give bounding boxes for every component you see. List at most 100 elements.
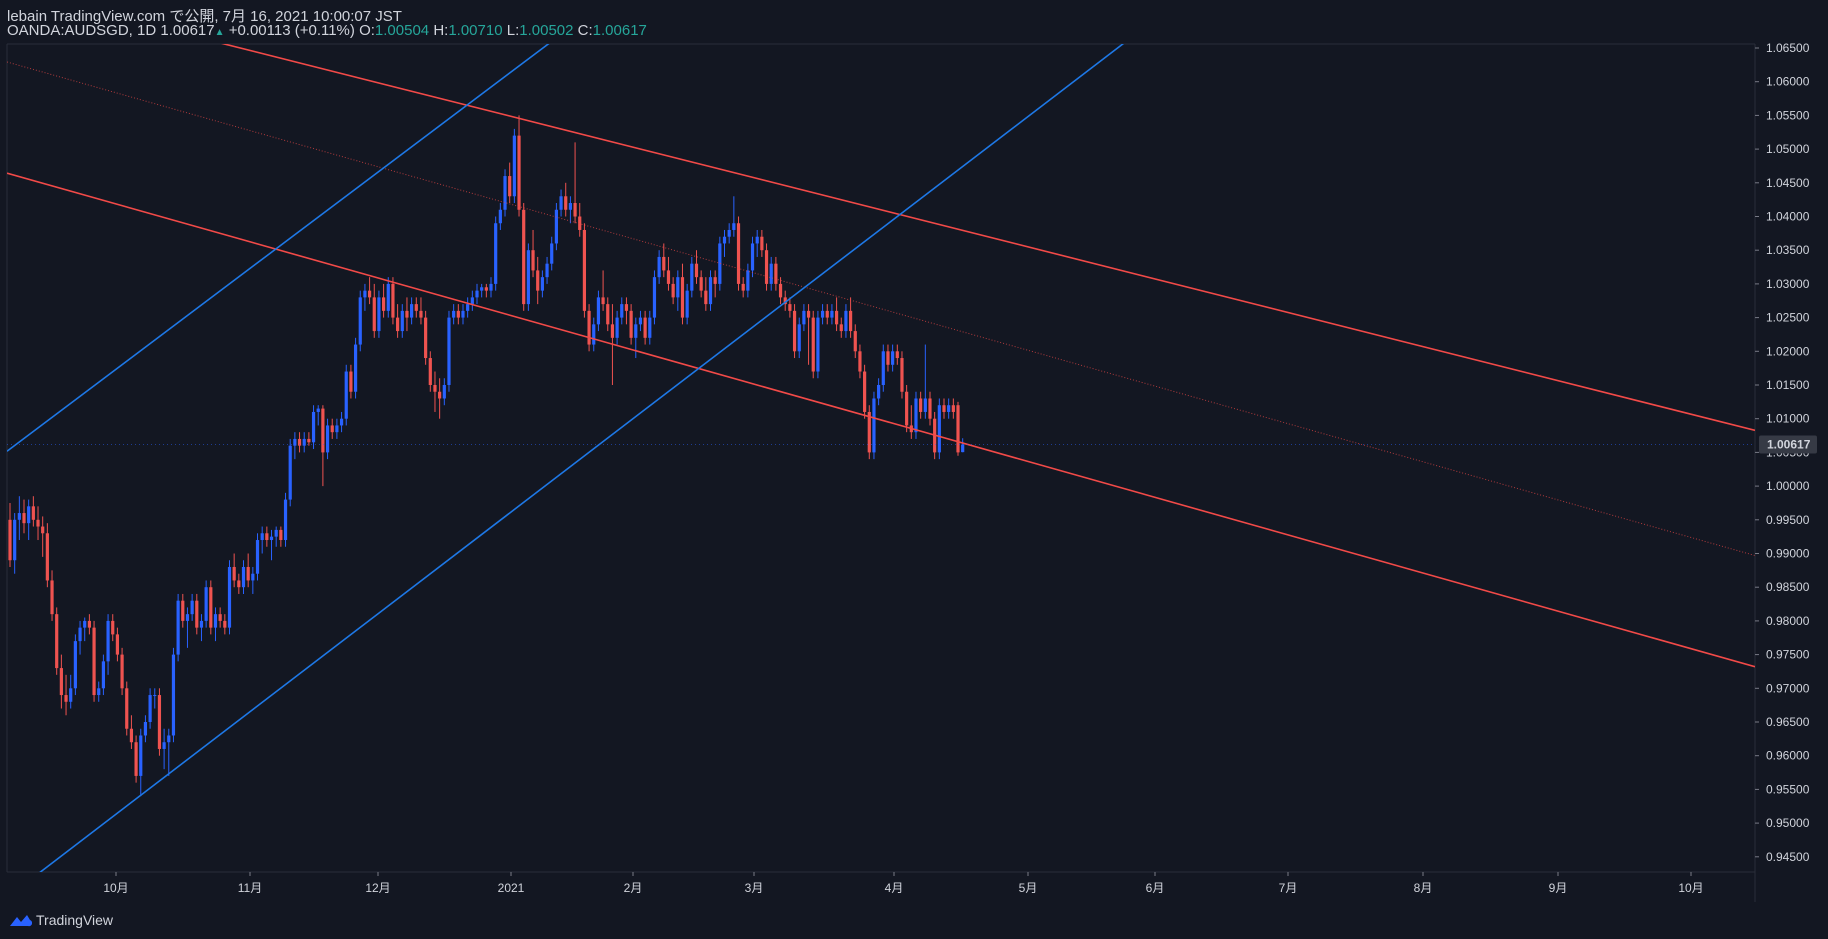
candle-body — [881, 351, 885, 385]
candle-body — [559, 196, 563, 210]
candle — [685, 283, 689, 325]
candle-body — [489, 283, 493, 291]
time-tick-label: 10月 — [1678, 881, 1703, 895]
candle-body — [335, 425, 339, 433]
candle — [811, 310, 815, 379]
candle — [391, 277, 395, 325]
candle — [554, 203, 558, 251]
candle — [237, 573, 241, 594]
symbol-legend[interactable]: OANDA:AUDSGD, 1D 1.00617▲ +0.00113 (+0.1… — [7, 22, 647, 39]
candle — [204, 580, 208, 628]
candle — [335, 418, 339, 439]
time-axis[interactable]: 10月 11月 12月 2021 2月 3月 4月 5月 6月 7月 8月 9月 10月 — [103, 872, 1704, 895]
candle-body — [769, 263, 773, 284]
candle — [699, 270, 703, 298]
candle-body — [764, 250, 769, 284]
candle-body — [255, 540, 260, 574]
candle-body — [704, 290, 708, 305]
candle-body — [508, 176, 512, 197]
candle-body — [452, 310, 456, 318]
candle-body — [676, 277, 680, 298]
candle-body — [736, 223, 741, 284]
candle — [101, 654, 105, 696]
candle — [727, 223, 731, 244]
candle-body — [564, 196, 568, 210]
candle — [157, 688, 162, 756]
candle — [125, 681, 129, 736]
price-axis[interactable]: 1.06500 1.06000 1.05500 1.05000 1.04500 1.040… — [1755, 41, 1810, 864]
candle-body — [372, 297, 376, 332]
candle — [171, 647, 176, 743]
candle-body — [31, 506, 35, 520]
candle-body — [442, 385, 446, 399]
candle-body — [349, 371, 353, 392]
candle-body — [522, 209, 526, 305]
candle-body — [204, 587, 208, 621]
candle — [64, 674, 68, 716]
candle-body — [363, 290, 367, 298]
candle-body — [199, 620, 204, 628]
candle — [592, 317, 596, 352]
time-tick-label: 11月 — [238, 881, 262, 895]
published-line: lebain TradingView.com で公開, 7月 16, 2021 … — [7, 8, 402, 25]
candle — [41, 516, 45, 557]
candle — [839, 317, 843, 338]
candle-body — [484, 287, 488, 291]
candle-body — [891, 351, 895, 365]
candle — [353, 337, 358, 399]
candle-body — [732, 223, 736, 230]
candle — [769, 256, 773, 291]
candle — [69, 674, 73, 709]
candle — [494, 216, 498, 291]
high-value: 1.00710 — [448, 22, 503, 39]
candle — [148, 688, 152, 729]
candle — [755, 229, 759, 257]
candle-body — [139, 735, 143, 776]
candle-body — [774, 263, 778, 284]
candle-body — [470, 297, 474, 305]
candle-body — [302, 438, 306, 446]
candle — [297, 432, 302, 453]
candle-body — [596, 297, 601, 325]
close-label: C: — [577, 22, 593, 39]
candle-body — [863, 371, 867, 412]
symbol-interval[interactable]: OANDA:AUDSGD, 1D — [7, 22, 157, 39]
candle-body — [8, 519, 12, 561]
candle-body — [344, 371, 348, 419]
candle — [736, 216, 741, 291]
candle — [559, 189, 563, 217]
candle — [606, 297, 610, 332]
time-tick-label: 3月 — [745, 881, 764, 895]
candle-body — [760, 236, 764, 251]
candle — [951, 398, 955, 419]
candle — [419, 297, 423, 325]
candle-body — [928, 398, 932, 419]
price-tick-label: 1.05500 — [1766, 108, 1810, 122]
candle-body — [610, 324, 615, 338]
candle-body — [573, 203, 577, 217]
candle — [377, 290, 381, 338]
candle-body — [162, 742, 166, 749]
tradingview-logo[interactable]: TradingView — [6, 912, 113, 928]
price-tick-label: 0.99500 — [1766, 513, 1810, 527]
candle-body — [914, 398, 918, 433]
candle — [498, 203, 502, 230]
candle-body — [839, 324, 843, 332]
candle — [750, 236, 755, 278]
candle-body — [806, 310, 811, 318]
candle-body — [92, 627, 96, 696]
candle — [564, 182, 568, 217]
candle — [288, 438, 292, 507]
candle — [545, 256, 549, 284]
candle — [820, 304, 825, 325]
time-tick-label: 2月 — [624, 881, 643, 895]
time-tick-label: 5月 — [1019, 881, 1038, 895]
candle — [199, 614, 204, 642]
candle — [937, 398, 941, 460]
candle-body — [858, 351, 862, 372]
candle — [764, 243, 769, 291]
candle-body — [358, 297, 362, 345]
candle-body — [788, 304, 792, 311]
plot-area[interactable] — [7, 44, 1755, 872]
